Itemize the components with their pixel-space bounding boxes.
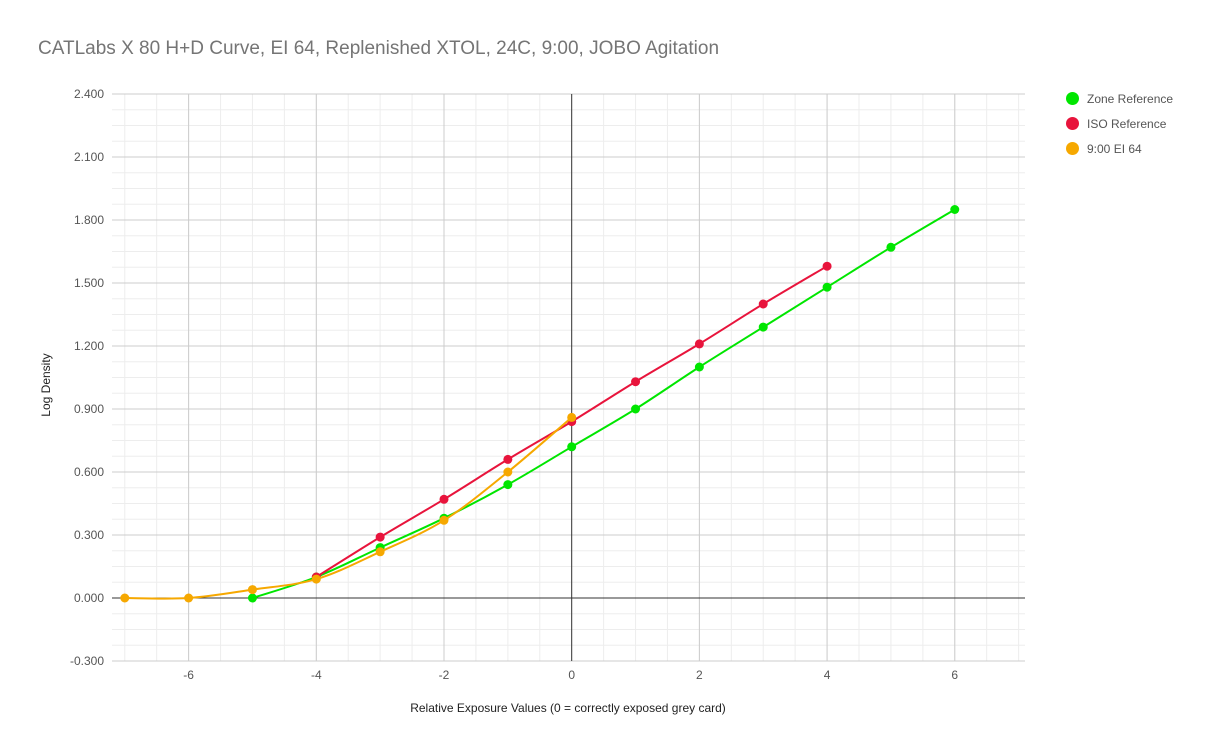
y-tick-label: 0.900 <box>74 402 104 416</box>
series-line-zone-reference <box>252 208 956 599</box>
series-layer <box>120 205 960 603</box>
data-point-9-00-ei-64 <box>439 515 449 525</box>
data-point-iso-reference <box>758 299 768 309</box>
x-tick-label: 2 <box>696 668 703 682</box>
tick-labels: -6 -4 -2 0 2 4 6 -0.300 0.000 0.300 0.600 0.900 1.20… <box>70 87 958 682</box>
y-tick-label: 1.800 <box>74 213 104 227</box>
legend-swatch <box>1066 92 1079 105</box>
axis-lines <box>112 94 1025 661</box>
data-point-zone-reference <box>950 205 960 214</box>
x-tick-label: -6 <box>183 668 194 682</box>
legend-item: ISO Reference <box>1066 111 1173 136</box>
y-tick-label: 1.200 <box>74 339 104 353</box>
x-tick-label: 0 <box>568 668 575 682</box>
y-axis-title: Log Density <box>39 353 53 416</box>
x-tick-label: 6 <box>951 668 958 682</box>
data-point-iso-reference <box>694 339 704 349</box>
y-tick-label: 0.000 <box>74 591 104 605</box>
data-point-iso-reference <box>375 532 385 542</box>
y-tick-label: 2.100 <box>74 150 104 164</box>
y-tick-label: 0.600 <box>74 465 104 479</box>
data-point-zone-reference <box>247 593 257 603</box>
legend-label: Zone Reference <box>1087 91 1174 106</box>
data-point-9-00-ei-64 <box>503 467 513 477</box>
legend-item: 9:00 EI 64 <box>1066 136 1173 161</box>
data-point-zone-reference <box>631 404 641 414</box>
legend-item: Zone Reference <box>1066 86 1173 111</box>
data-point-zone-reference <box>758 322 768 332</box>
data-point-9-00-ei-64 <box>120 593 130 603</box>
x-tick-label: -4 <box>311 668 322 682</box>
x-axis-title: Relative Exposure Values (0 = correctly … <box>410 701 726 715</box>
data-point-9-00-ei-64 <box>247 585 257 595</box>
y-tick-label: 0.300 <box>74 528 104 542</box>
data-point-9-00-ei-64 <box>184 593 194 603</box>
data-point-9-00-ei-64 <box>311 574 321 584</box>
data-point-iso-reference <box>631 377 641 387</box>
data-point-iso-reference <box>439 494 449 504</box>
data-point-9-00-ei-64 <box>375 547 385 557</box>
x-tick-label: 4 <box>824 668 831 682</box>
legend-swatch <box>1066 117 1079 130</box>
data-point-zone-reference <box>886 242 896 252</box>
grid-lines <box>112 93 1025 662</box>
y-tick-label: 2.400 <box>74 87 104 101</box>
legend-label: ISO Reference <box>1087 116 1167 131</box>
legend: Zone Reference ISO Reference 9:00 EI 64 <box>1066 86 1173 161</box>
data-point-zone-reference <box>694 362 704 372</box>
data-point-zone-reference <box>503 480 513 490</box>
chart-title: CATLabs X 80 H+D Curve, EI 64, Replenish… <box>38 38 720 59</box>
data-point-zone-reference <box>822 282 832 292</box>
data-point-iso-reference <box>503 454 513 464</box>
y-tick-label: -0.300 <box>70 654 104 668</box>
data-point-9-00-ei-64 <box>567 412 577 422</box>
x-tick-label: -2 <box>439 668 450 682</box>
legend-label: 9:00 EI 64 <box>1087 141 1142 156</box>
legend-swatch <box>1066 142 1079 155</box>
y-tick-label: 1.500 <box>74 276 104 290</box>
data-point-iso-reference <box>822 261 832 271</box>
data-point-zone-reference <box>567 442 577 452</box>
